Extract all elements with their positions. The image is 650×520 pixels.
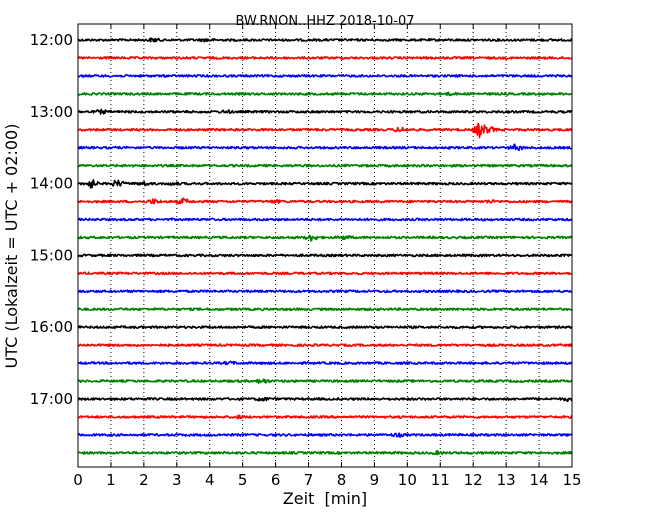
seismic-trace [77, 253, 573, 258]
x-axis: 0 1 2 3 4 5 6 7 8 9 10 11 12 13 14 15 [73, 24, 582, 489]
y-tick-label: 13:00 [30, 103, 73, 121]
seismic-trace [77, 163, 573, 168]
seismic-trace [77, 56, 573, 60]
x-tick-label: 8 [337, 471, 347, 489]
seismic-trace [77, 343, 573, 348]
seismic-trace [77, 91, 573, 97]
seismic-trace [77, 143, 573, 152]
seismic-trace [77, 234, 573, 242]
seismic-trace [77, 108, 573, 115]
seismic-trace [77, 122, 573, 139]
seismic-trace [77, 271, 573, 276]
x-tick-label: 5 [238, 471, 248, 489]
plot-frame [77, 23, 573, 468]
seismic-trace [77, 179, 573, 189]
x-tick-label: 14 [530, 471, 549, 489]
y-tick-label: 16:00 [30, 318, 73, 336]
seismic-trace [77, 197, 573, 205]
seismic-trace [77, 360, 573, 366]
seismic-trace [77, 325, 573, 330]
x-tick-label: 6 [271, 471, 281, 489]
y-axis: 12:00 13:00 14:00 15:00 16:00 17:00 [30, 31, 572, 408]
chart-title: BW.RNON..HHZ 2018-10-07 [235, 14, 414, 29]
x-tick-label: 2 [139, 471, 149, 489]
y-tick-label: 15:00 [30, 246, 73, 264]
y-tick-label: 17:00 [30, 390, 73, 408]
seismic-trace [77, 289, 573, 294]
seismic-trace [77, 307, 573, 312]
seismic-trace [77, 74, 573, 78]
seismic-trace [77, 396, 573, 403]
x-tick-label: 1 [106, 471, 116, 489]
seismic-trace [77, 414, 573, 420]
seismic-trace [77, 37, 573, 43]
x-tick-label: 9 [370, 471, 380, 489]
x-tick-label: 4 [205, 471, 215, 489]
x-tick-label: 15 [562, 471, 581, 489]
seismic-trace [77, 378, 573, 384]
seismic-trace [77, 217, 573, 222]
x-tick-label: 3 [172, 471, 182, 489]
x-tick-label: 0 [73, 471, 83, 489]
x-axis-label: Zeit [min] [283, 489, 367, 508]
x-tick-label: 12 [464, 471, 483, 489]
x-tick-label: 10 [398, 471, 417, 489]
x-tick-label: 7 [304, 471, 314, 489]
trace-layer [77, 37, 573, 456]
x-tick-label: 13 [497, 471, 516, 489]
seismic-trace [77, 450, 573, 456]
y-axis-label: UTC (Lokalzeit = UTC + 02:00) [2, 124, 21, 369]
x-tick-label: 11 [431, 471, 450, 489]
y-tick-label: 14:00 [30, 175, 73, 193]
seismic-trace [77, 432, 573, 438]
y-tick-label: 12:00 [30, 31, 73, 49]
